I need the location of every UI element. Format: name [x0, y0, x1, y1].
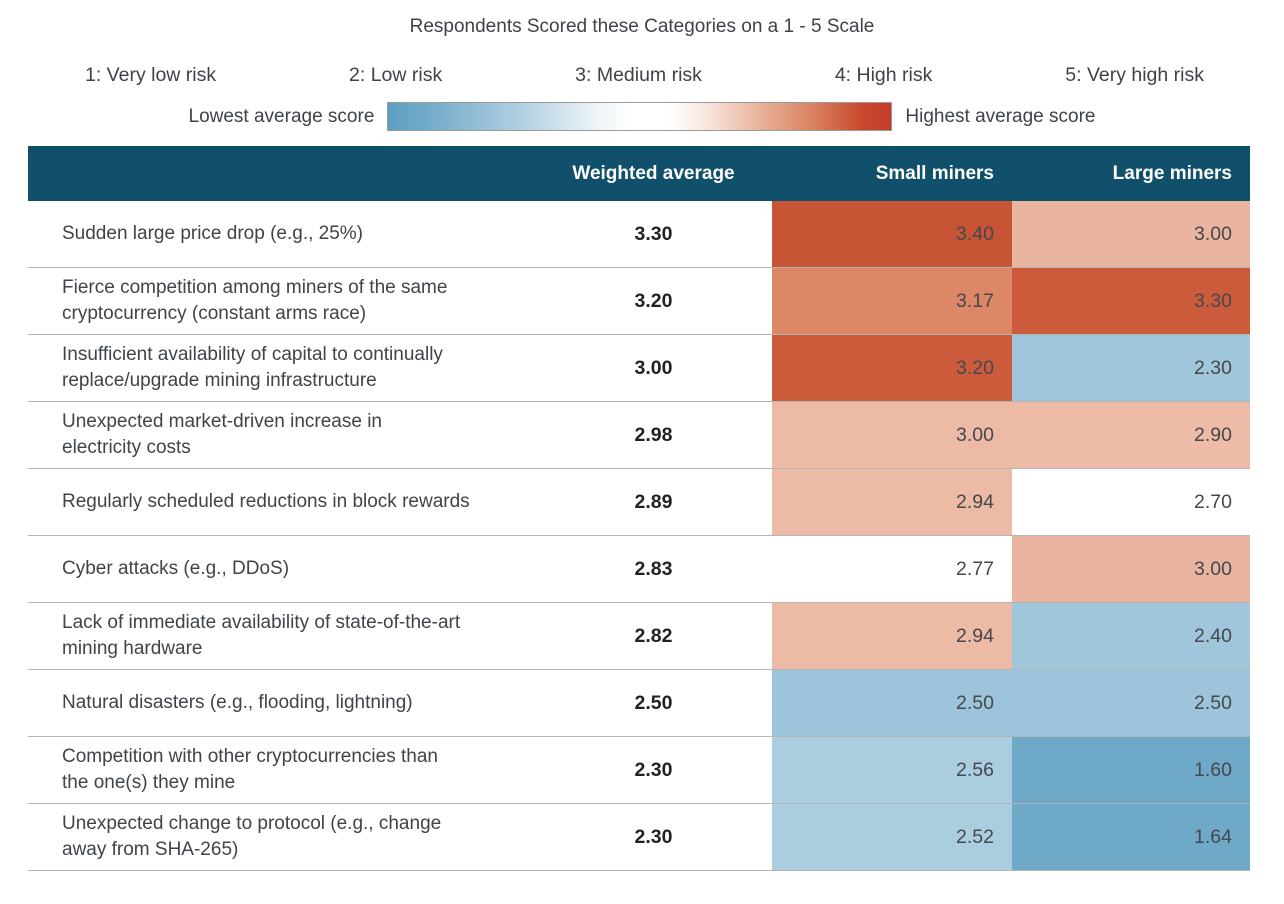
scale-label-medium-risk: 3: Medium risk: [575, 64, 702, 86]
weighted-average-value: 2.50: [634, 691, 673, 714]
table-header-row: Weighted average Small miners Large mine…: [28, 146, 1250, 201]
highest-average-score-label: Highest average score: [905, 105, 1096, 127]
risk-category-label: Sudden large price drop (e.g., 25%): [62, 223, 364, 244]
risk-category-label: Unexpected change to protocol (e.g., cha…: [62, 813, 442, 860]
large-miners-column-header: Large miners: [1112, 162, 1232, 184]
large-miners-value: 2.30: [1194, 356, 1232, 379]
table-row: Competition with other cryptocurrencies …: [28, 737, 1250, 804]
small-miners-column-header: Small miners: [875, 162, 994, 184]
large-miners-value: 3.00: [1194, 557, 1232, 580]
weighted-average-value: 3.00: [634, 356, 673, 379]
small-miners-heat-cell: 3.00: [772, 402, 1012, 468]
table-row: Regularly scheduled reductions in block …: [28, 469, 1250, 536]
weighted-average-value: 2.82: [634, 624, 673, 647]
risk-category-label: Lack of immediate availability of state-…: [62, 612, 461, 659]
scale-label-very-high-risk: 5: Very high risk: [1065, 64, 1204, 86]
large-miners-value: 3.00: [1194, 222, 1232, 245]
small-miners-value: 3.17: [956, 289, 994, 312]
table-row: Lack of immediate availability of state-…: [28, 603, 1250, 670]
large-miners-value: 1.64: [1194, 825, 1232, 848]
lowest-average-score-label: Lowest average score: [188, 105, 375, 127]
large-miners-value: 2.50: [1194, 691, 1232, 714]
risk-category-label: Regularly scheduled reductions in block …: [62, 491, 470, 512]
weighted-average-value: 2.30: [634, 825, 673, 848]
large-miners-heat-cell: 2.70: [1012, 469, 1250, 535]
large-miners-heat-cell: 2.90: [1012, 402, 1250, 468]
color-scale-gradient: [387, 102, 893, 131]
table-row: Sudden large price drop (e.g., 25%) 3.30…: [28, 201, 1250, 268]
large-miners-heat-cell: 3.30: [1012, 268, 1250, 334]
weighted-average-value: 2.98: [634, 423, 673, 446]
large-miners-heat-cell: 2.40: [1012, 603, 1250, 669]
small-miners-value: 2.50: [956, 691, 994, 714]
large-miners-value: 2.90: [1194, 423, 1232, 446]
scale-label-low-risk: 2: Low risk: [349, 64, 443, 86]
small-miners-heat-cell: 2.94: [772, 603, 1012, 669]
small-miners-heat-cell: 2.50: [772, 670, 1012, 736]
large-miners-value: 2.70: [1194, 490, 1232, 513]
small-miners-value: 3.00: [956, 423, 994, 446]
small-miners-value: 3.40: [956, 222, 994, 245]
risk-category-label: Cyber attacks (e.g., DDoS): [62, 558, 290, 579]
large-miners-heat-cell: 2.50: [1012, 670, 1250, 736]
scale-label-very-low-risk: 1: Very low risk: [85, 64, 217, 86]
risk-score-table: Weighted average Small miners Large mine…: [28, 146, 1250, 871]
risk-category-label: Competition with other cryptocurrencies …: [62, 746, 438, 793]
large-miners-value: 3.30: [1194, 289, 1232, 312]
large-miners-value: 2.40: [1194, 624, 1232, 647]
table-row: Insufficient availability of capital to …: [28, 335, 1250, 402]
risk-category-label: Fierce competition among miners of the s…: [62, 277, 448, 324]
small-miners-value: 2.94: [956, 624, 994, 647]
weighted-average-value: 2.83: [634, 557, 673, 580]
large-miners-heat-cell: 1.64: [1012, 804, 1250, 870]
weighted-average-column-header: Weighted average: [572, 162, 735, 184]
scale-label-high-risk: 4: High risk: [834, 64, 933, 86]
small-miners-heat-cell: 2.94: [772, 469, 1012, 535]
large-miners-heat-cell: 3.00: [1012, 536, 1250, 602]
scale-legend: 1: Very low risk 2: Low risk 3: Medium r…: [85, 64, 1204, 87]
risk-category-label: Unexpected market-driven increase in ele…: [62, 411, 382, 458]
weighted-average-value: 2.30: [634, 758, 673, 781]
small-miners-heat-cell: 2.77: [772, 536, 1012, 602]
large-miners-value: 1.60: [1194, 758, 1232, 781]
small-miners-heat-cell: 2.52: [772, 804, 1012, 870]
color-scale-legend: Lowest average score Highest average sco…: [0, 102, 1284, 131]
large-miners-heat-cell: 1.60: [1012, 737, 1250, 803]
small-miners-heat-cell: 3.17: [772, 268, 1012, 334]
small-miners-value: 2.77: [956, 557, 994, 580]
weighted-average-value: 3.20: [634, 289, 673, 312]
table-row: Cyber attacks (e.g., DDoS) 2.83 2.77 3.0…: [28, 536, 1250, 603]
small-miners-heat-cell: 2.56: [772, 737, 1012, 803]
risk-category-label: Insufficient availability of capital to …: [62, 344, 443, 391]
table-row: Fierce competition among miners of the s…: [28, 268, 1250, 335]
small-miners-value: 2.94: [956, 490, 994, 513]
figure-title: Respondents Scored these Categories on a…: [409, 16, 875, 37]
small-miners-value: 2.56: [956, 758, 994, 781]
table-row: Unexpected market-driven increase in ele…: [28, 402, 1250, 469]
table-row: Unexpected change to protocol (e.g., cha…: [28, 804, 1250, 871]
weighted-average-value: 3.30: [634, 222, 673, 245]
small-miners-value: 2.52: [956, 825, 994, 848]
risk-category-label: Natural disasters (e.g., flooding, light…: [62, 692, 413, 713]
small-miners-value: 3.20: [956, 356, 994, 379]
small-miners-heat-cell: 3.40: [772, 201, 1012, 267]
small-miners-heat-cell: 3.20: [772, 335, 1012, 401]
large-miners-heat-cell: 2.30: [1012, 335, 1250, 401]
large-miners-heat-cell: 3.00: [1012, 201, 1250, 267]
weighted-average-value: 2.89: [634, 490, 673, 513]
table-row: Natural disasters (e.g., flooding, light…: [28, 670, 1250, 737]
